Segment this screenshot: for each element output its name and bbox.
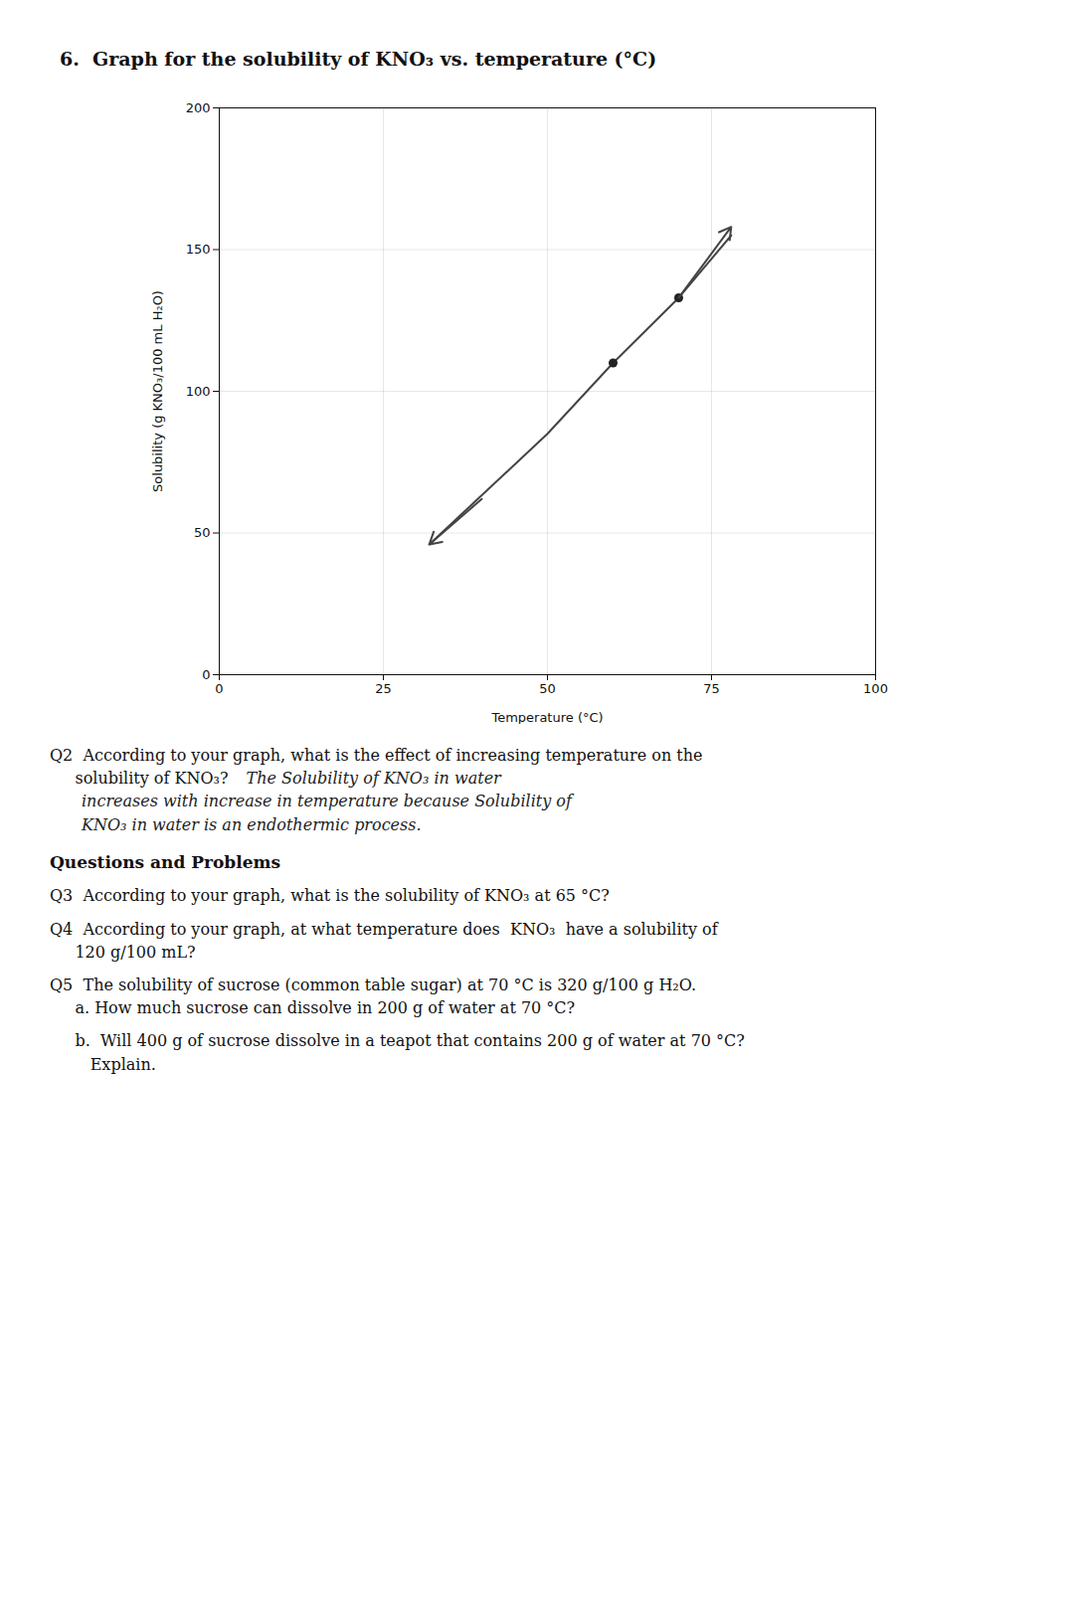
html-text:The Solubility of KNO₃ in wate: The Solubility of KNO₃ in water	[246, 768, 502, 788]
html-text:KNO₃ in water is an endothermi: KNO₃ in water is an endothermic process.	[81, 815, 422, 834]
svg-text:Solubility (g KNO₃/100 mL H₂O): Solubility (g KNO₃/100 mL H₂O)	[150, 290, 166, 493]
html-text:Q5 The solubility of sucrose (: Q5 The solubility of sucrose (common tab…	[49, 975, 697, 1018]
svg-text:Temperature (°C): Temperature (°C)	[490, 710, 603, 725]
svg-text:50: 50	[538, 681, 556, 697]
html-text:increases with increase in tem: increases with increase in temperature b…	[81, 791, 572, 811]
svg-text:0: 0	[201, 667, 210, 683]
html-text:6. Graph for the solubility of: 6. Graph for the solubility of KNO₃ vs. …	[59, 47, 657, 70]
html-text:b. Will 400 g of sucrose disso: b. Will 400 g of sucrose dissolve in a t…	[49, 1031, 745, 1074]
html-text:Questions and Problems: Questions and Problems	[49, 852, 281, 872]
svg-text:150: 150	[185, 241, 211, 257]
svg-text:200: 200	[185, 100, 211, 116]
html-text:Q4 According to your graph, at: Q4 According to your graph, at what temp…	[49, 919, 718, 962]
svg-text:100: 100	[863, 681, 889, 697]
svg-text:0: 0	[214, 681, 223, 697]
svg-text:100: 100	[185, 383, 211, 399]
svg-text:75: 75	[703, 681, 720, 697]
svg-text:25: 25	[374, 681, 392, 697]
html-text:Q2 According to your graph, wh: Q2 According to your graph, what is the …	[49, 745, 703, 788]
html-text:Q3 According to your graph, wh: Q3 According to your graph, what is the …	[49, 886, 610, 906]
svg-text:50: 50	[193, 525, 211, 540]
